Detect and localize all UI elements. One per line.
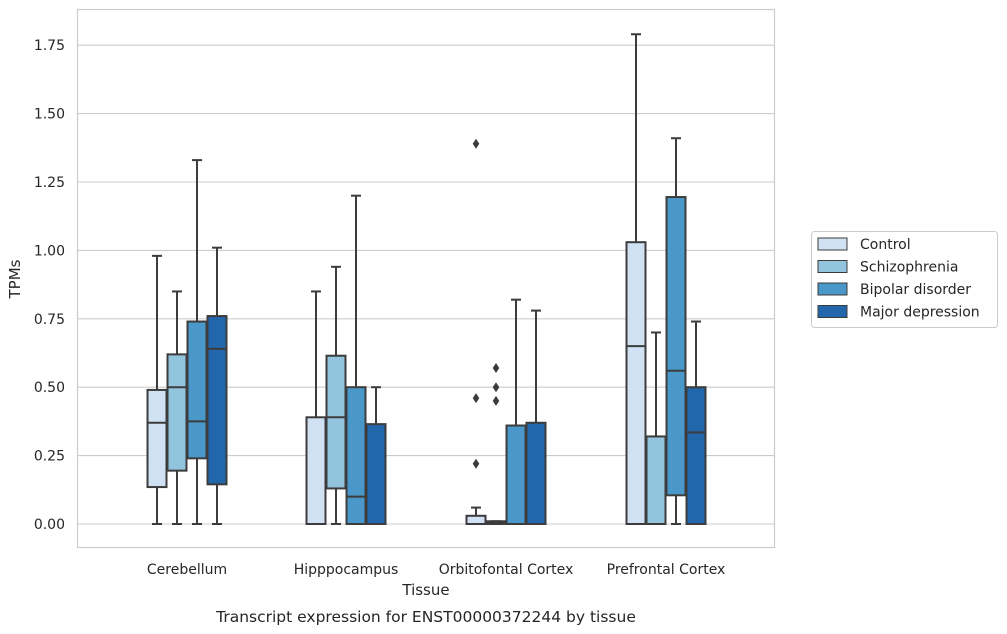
legend-swatch [817, 305, 848, 318]
box-body [206, 315, 228, 486]
y-axis-title: TPMs [6, 259, 24, 299]
y-tick-label: 0.75 [34, 312, 65, 328]
box-0-2 [465, 138, 487, 525]
box-1-3 [645, 331, 667, 525]
box-body [665, 196, 687, 497]
box-body [525, 421, 547, 526]
box-0-1 [305, 290, 327, 525]
legend-swatch [817, 260, 848, 273]
legend-label: Schizophrenia [860, 260, 958, 276]
outlier-marker [472, 138, 480, 149]
box-3-0 [206, 246, 228, 525]
y-tick-label: 0.25 [34, 449, 65, 465]
y-tick-label: 1.25 [34, 175, 65, 191]
outlier-marker [492, 363, 500, 374]
box-body [505, 424, 527, 525]
x-axis-title: Tissue [401, 581, 449, 599]
y-tick-label: 1.50 [34, 107, 65, 123]
box-0-3 [625, 33, 647, 526]
box-3-2 [525, 309, 547, 526]
x-tick-label: Cerebellum [147, 562, 227, 578]
box-body [325, 354, 347, 490]
box-3-1 [365, 386, 387, 525]
box-body [685, 386, 707, 526]
legend-swatch [817, 282, 848, 296]
x-tick-label: Hipppocampus [294, 562, 399, 578]
legend-frame [811, 231, 998, 328]
box-body [305, 416, 327, 525]
y-tick-label: 1.75 [34, 38, 65, 54]
y-tick-label: 1.00 [34, 243, 65, 259]
legend-label: Bipolar disorder [860, 282, 971, 298]
box-body [645, 435, 667, 525]
x-tick-label: Prefrontal Cortex [607, 562, 726, 578]
box-2-3 [665, 137, 687, 525]
box-body [345, 386, 367, 526]
outlier-marker [472, 393, 480, 404]
box-body [625, 241, 647, 526]
y-tick-labels: 0.00 0.25 0.50 0.75 1.00 1.25 1.50 1.75 [34, 38, 65, 533]
legend: Control Schizophrenia Bipolar disorder Majo… [811, 231, 998, 328]
x-tick-label: Orbitofontal Cortex [439, 562, 574, 578]
box-body [146, 388, 168, 489]
legend-label: Major depression [860, 305, 980, 321]
box-body [186, 320, 208, 460]
box-3-3 [685, 320, 707, 526]
outlier-marker [492, 395, 500, 406]
outlier-marker [492, 382, 500, 393]
box-1-0 [166, 290, 188, 525]
outlier-marker [472, 458, 480, 469]
box-body [166, 353, 188, 472]
box-body [465, 514, 487, 525]
box-plots [146, 33, 707, 526]
chart-caption: Transcript expression for ENST0000037224… [215, 608, 636, 626]
legend-label: Control [860, 237, 911, 253]
y-tick-label: 0.00 [34, 517, 65, 533]
y-tick-label: 0.50 [34, 380, 65, 396]
box-0-0 [146, 254, 168, 525]
box-1-1 [325, 265, 347, 525]
x-tick-labels: Cerebellum Hipppocampus Orbitofontal Corte… [147, 562, 725, 578]
legend-swatch [817, 237, 848, 251]
box-body [365, 423, 387, 525]
